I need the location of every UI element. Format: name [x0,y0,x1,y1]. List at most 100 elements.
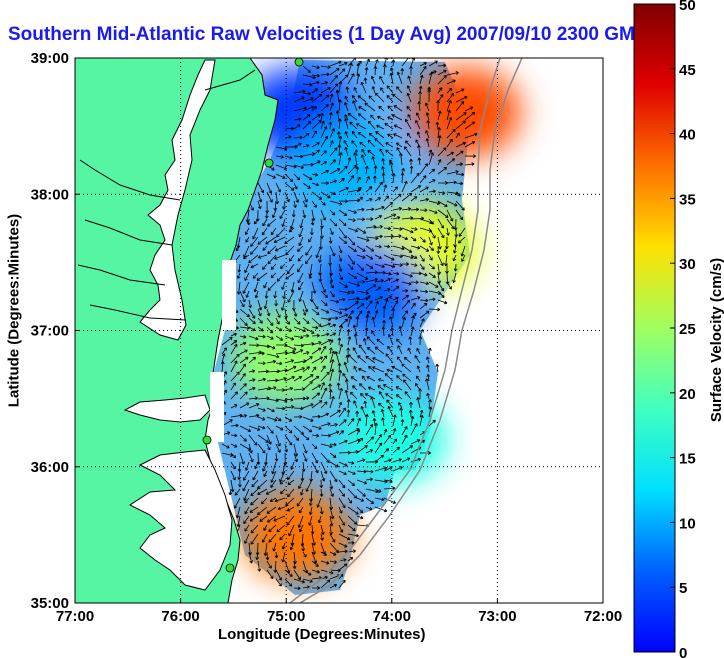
velocity-arrow [356,263,364,271]
velocity-arrow [320,533,324,541]
velocity-arrow [418,388,422,399]
velocity-arrow [383,428,388,436]
velocity-arrow [383,271,392,276]
velocity-arrow [400,172,405,184]
velocity-arrow [329,159,336,166]
bathymetry-contour [299,58,523,603]
velocity-arrow [365,176,370,184]
velocity-arrow [338,118,342,130]
velocity-arrow [455,101,465,112]
velocity-arrow [329,479,334,490]
velocity-arrow [263,524,268,531]
velocity-arrow [347,218,356,222]
velocity-arrow [356,303,365,310]
velocity-arrow [320,371,330,382]
velocity-arrow [355,166,360,175]
velocity-arrow [318,254,322,263]
velocity-arrow [338,506,343,514]
velocity-arrow [338,313,349,319]
velocity-arrow [220,361,225,373]
velocity-arrow [363,400,368,409]
velocity-arrow [230,391,238,400]
velocity-arrow [257,351,265,356]
velocity-arrow [387,405,394,418]
velocity-arrow [365,295,371,301]
velocity-arrow [293,200,297,208]
velocity-arrow [352,385,358,391]
velocity-arrow [446,138,453,148]
velocity-arrow [446,200,458,207]
velocity-arrow [428,347,432,355]
velocity-arrow [425,138,430,148]
velocity-arrow [426,392,430,400]
velocity-arrow [437,290,445,299]
y-tick-label: 35:00 [31,595,69,612]
velocity-arrow [382,319,386,328]
colorbar-tick-label: 40 [679,127,696,144]
x-tick-label: 75:00 [267,608,305,625]
velocity-arrow [239,434,247,442]
velocity-arrow [365,254,374,260]
velocity-arrow [425,378,430,391]
velocity-arrow [338,290,351,295]
velocity-arrow [257,377,266,382]
velocity-arrow [262,263,268,270]
velocity-arrow [320,104,329,112]
velocity-arrow [302,209,307,219]
velocity-arrow [248,425,261,431]
velocity-arrow [302,191,308,203]
velocity-arrow [338,579,346,589]
velocity-arrow [329,245,336,257]
velocity-arrow [396,356,403,364]
velocity-arrow [395,394,403,400]
velocity-arrow [382,64,387,76]
velocity-arrow [311,533,316,546]
velocity-arrow [437,209,449,218]
velocity-arrow [270,470,277,483]
velocity-arrow [284,416,293,422]
velocity-arrow [365,436,374,445]
velocity-arrow [371,156,376,166]
velocity-arrow [383,295,393,301]
velocity-arrow [329,470,338,483]
velocity-arrow [302,299,309,313]
velocity-arrow [328,383,332,391]
velocity-arrow [395,142,403,148]
velocity-arrow [248,299,252,309]
velocity-arrow [275,425,284,431]
velocity-arrow [437,94,444,103]
velocity-arrow [363,77,368,85]
velocity-arrow [374,197,381,202]
velocity-arrow [263,470,268,477]
velocity-arrow [320,452,330,463]
velocity-arrow [267,245,277,255]
velocity-arrow [383,458,392,463]
velocity-arrow [392,414,397,427]
velocity-arrow [311,130,317,139]
velocity-arrow [437,63,447,68]
velocity-arrow [356,488,366,497]
velocity-arrow [221,353,226,364]
velocity-arrows [220,58,478,591]
velocity-arrow [365,423,373,436]
velocity-arrow [409,65,413,75]
velocity-arrow [410,423,418,436]
velocity-arrow [230,479,235,493]
velocity-arrow [320,94,330,103]
velocity-arrow [250,245,259,255]
colorbar-tick-label: 20 [679,386,696,403]
velocity-arrow [311,356,324,364]
velocity-arrow [311,65,320,70]
velocity-arrow [365,245,375,252]
velocity-arrow [236,515,241,527]
velocity-arrow [358,367,367,373]
velocity-arrow [437,69,447,76]
velocity-arrow [338,218,347,227]
velocity-arrow [320,120,325,130]
velocity-arrow [345,86,350,94]
velocity-arrow [311,317,322,327]
velocity-arrow [302,425,313,433]
velocity-arrow [364,102,376,112]
velocity-arrow [329,583,338,589]
velocity-arrow [365,197,373,202]
